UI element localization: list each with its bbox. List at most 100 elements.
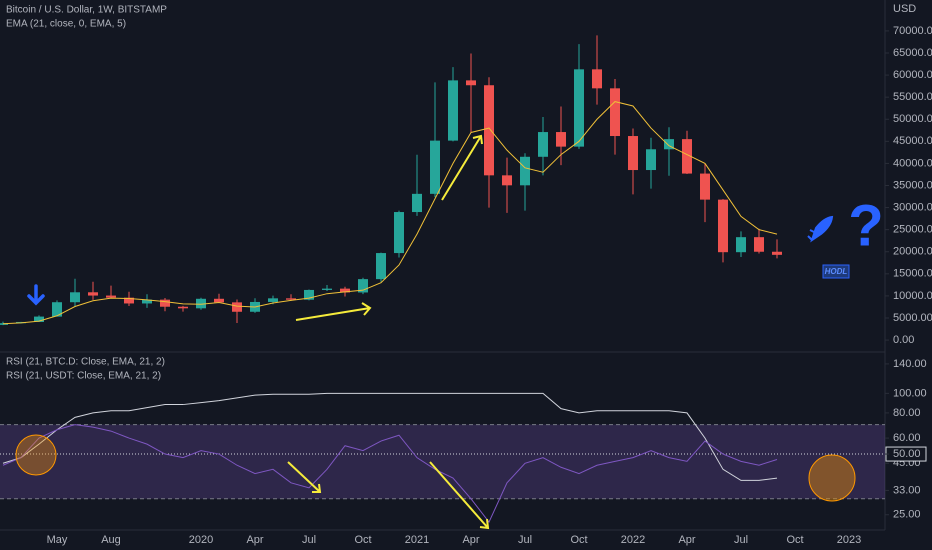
candle-body xyxy=(502,175,512,186)
y-tick-label: 80.00 xyxy=(893,407,921,419)
candle-body xyxy=(52,302,62,317)
y-tick-label: 40000.00 xyxy=(893,157,932,169)
arrow xyxy=(441,134,483,201)
y-tick-label: 50000.00 xyxy=(893,113,932,125)
candle-body xyxy=(412,193,422,213)
candle-body xyxy=(376,253,386,280)
y-tick-label: 60.00 xyxy=(893,432,921,444)
candle-body xyxy=(394,212,404,254)
y-tick-label: 60000.00 xyxy=(893,69,932,81)
question-icon: ? xyxy=(848,193,883,258)
y-tick-label: 10000.00 xyxy=(893,290,932,302)
candle-body xyxy=(322,288,332,290)
arrow xyxy=(287,461,322,493)
line xyxy=(2,424,778,523)
x-tick-label: Apr xyxy=(678,534,695,546)
y-tick-label: 33.00 xyxy=(893,484,921,496)
y-tick-label: 50.00 xyxy=(893,448,921,460)
candle-body xyxy=(574,69,584,147)
y-tick-label: 70000.00 xyxy=(893,25,932,37)
y-tick-label: 5000.00 xyxy=(893,312,932,324)
x-tick-label: Aug xyxy=(101,534,121,546)
candle-body xyxy=(88,292,98,296)
candle-body xyxy=(304,289,314,300)
x-tick-label: Oct xyxy=(354,534,371,546)
x-tick-label: Oct xyxy=(786,534,803,546)
candle-body xyxy=(592,69,602,89)
x-tick-label: May xyxy=(47,534,68,546)
candle-body xyxy=(682,139,692,174)
y-tick-label: 45000.00 xyxy=(893,135,932,147)
y-tick-label: 100.00 xyxy=(893,387,927,399)
x-tick-label: Jul xyxy=(302,534,316,546)
marks xyxy=(0,35,885,523)
candle-body xyxy=(196,298,206,309)
y-tick-label: 55000.00 xyxy=(893,91,932,103)
candle-body xyxy=(754,237,764,252)
highlight-circle xyxy=(808,454,856,502)
rocket-icon xyxy=(807,215,834,243)
line xyxy=(2,392,778,481)
candle-body xyxy=(286,298,296,300)
candle-body xyxy=(106,295,116,298)
candle-body xyxy=(358,279,368,293)
down-arrow xyxy=(27,284,45,306)
rsi-legend: RSI (21, BTC.D: Close, EMA, 21, 2) xyxy=(6,357,165,368)
x-tick-label: 2021 xyxy=(405,534,429,546)
y-tick-label: 65000.00 xyxy=(893,47,932,59)
candle-body xyxy=(214,298,224,303)
candle-body xyxy=(178,306,188,309)
x-tick-label: 2022 xyxy=(621,534,645,546)
candle-body xyxy=(448,80,458,141)
highlight-circle xyxy=(15,434,57,476)
y-tick-label: 25000.00 xyxy=(893,224,932,236)
hodl-box xyxy=(822,264,850,279)
x-tick-label: 2020 xyxy=(189,534,213,546)
annotations: ? HODL xyxy=(15,134,884,530)
hodl-label: HODL xyxy=(825,267,848,276)
x-tick-label: Jul xyxy=(518,534,532,546)
candle-body xyxy=(736,237,746,253)
arrow xyxy=(429,461,490,530)
candle-body xyxy=(124,297,134,304)
x-tick-label: 2023 xyxy=(837,534,861,546)
candle-body xyxy=(70,292,80,303)
y-tick-label: 20000.00 xyxy=(893,246,932,258)
candle-body xyxy=(232,302,242,312)
candle-body xyxy=(700,173,710,200)
y-tick-label: 30000.00 xyxy=(893,201,932,213)
candle-body xyxy=(520,156,530,186)
candle-body xyxy=(160,299,170,307)
ema-legend: EMA (21, close, 0, EMA, 5) xyxy=(6,19,126,30)
y-tick-label: 25.00 xyxy=(893,509,921,521)
y-tick-label: 15000.00 xyxy=(893,268,932,280)
candle-body xyxy=(142,299,152,304)
price-axis-label: USD xyxy=(893,3,916,15)
candle-body xyxy=(466,80,476,86)
arrow xyxy=(295,302,372,321)
candle-body xyxy=(646,149,656,171)
candle-body xyxy=(268,298,278,302)
candle-body xyxy=(664,139,674,150)
x-tick-label: Apr xyxy=(462,534,479,546)
line xyxy=(2,101,778,325)
candle-body xyxy=(430,140,440,194)
x-tick-label: Apr xyxy=(246,534,263,546)
x-tick-label: Jul xyxy=(734,534,748,546)
y-tick-label: 35000.00 xyxy=(893,179,932,191)
candle-body xyxy=(628,136,638,171)
rsi-legend: RSI (21, USDT: Close, EMA, 21, 2) xyxy=(6,371,161,382)
candle-body xyxy=(340,288,350,293)
chart-title: Bitcoin / U.S. Dollar, 1W, BITSTAMP xyxy=(6,5,167,16)
x-tick-label: Oct xyxy=(570,534,587,546)
y-tick-label: 0.00 xyxy=(893,334,914,346)
rsi-band xyxy=(0,424,885,499)
candle-body xyxy=(538,132,548,157)
candle-body xyxy=(718,199,728,253)
y-tick-label: 140.00 xyxy=(893,358,927,370)
candle-body xyxy=(610,88,620,137)
candle-body xyxy=(484,85,494,176)
candle-body xyxy=(556,132,566,147)
